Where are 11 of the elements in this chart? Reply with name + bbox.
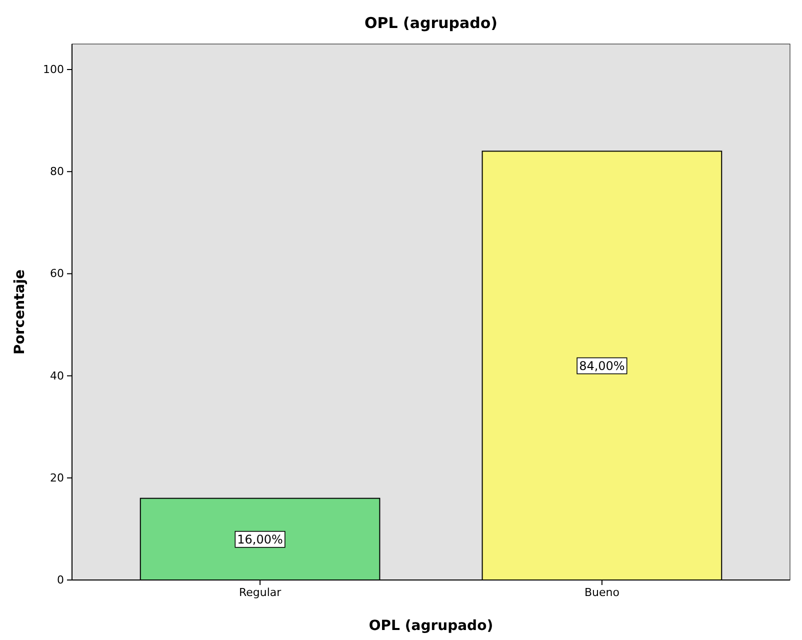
x-axis-title: OPL (agrupado) — [368, 618, 494, 634]
y-tick-label: 60 — [50, 267, 64, 280]
y-tick-label: 100 — [43, 63, 64, 76]
chart-title: OPL (agrupado) — [364, 14, 498, 32]
y-tick-label: 80 — [50, 165, 64, 178]
y-axis-title: Porcentaje — [12, 270, 28, 354]
x-tick-label: Regular — [238, 586, 282, 599]
y-tick-label: 40 — [50, 369, 64, 382]
y-tick-label: 20 — [50, 471, 64, 484]
y-tick-label: 0 — [57, 574, 64, 587]
x-tick-label: Bueno — [584, 586, 620, 599]
